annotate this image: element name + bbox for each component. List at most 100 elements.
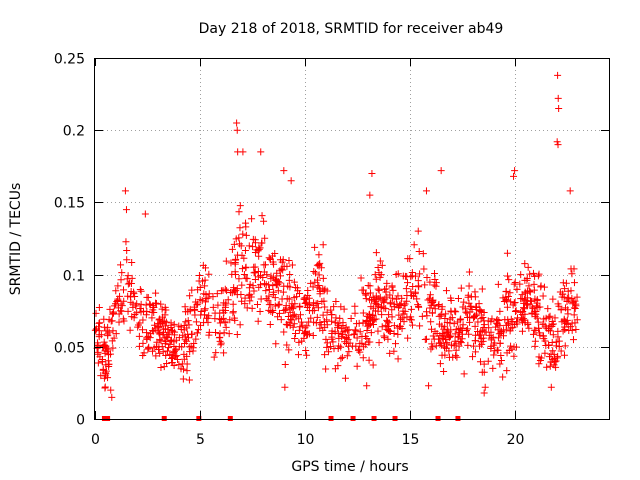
data-point xyxy=(229,309,237,317)
data-point xyxy=(281,361,289,369)
data-point xyxy=(313,313,321,321)
data-point xyxy=(334,330,342,338)
data-point xyxy=(265,285,273,293)
data-point xyxy=(416,270,424,278)
data-point xyxy=(496,339,504,347)
data-point xyxy=(503,303,511,311)
data-point-outlier xyxy=(121,187,129,195)
data-point xyxy=(465,330,473,338)
data-point xyxy=(313,276,321,284)
data-point xyxy=(100,338,108,346)
data-point xyxy=(352,327,360,335)
data-point xyxy=(570,279,578,287)
data-point xyxy=(539,292,547,300)
data-point xyxy=(353,334,361,342)
data-point xyxy=(209,303,217,311)
data-point xyxy=(153,338,161,346)
data-point xyxy=(135,332,143,340)
data-point xyxy=(571,319,579,327)
data-point xyxy=(454,333,462,341)
data-point xyxy=(358,286,366,294)
data-point xyxy=(378,323,386,331)
data-point xyxy=(341,374,349,382)
data-point-outlier xyxy=(185,376,193,384)
data-point xyxy=(110,302,118,310)
data-point xyxy=(277,316,285,324)
data-point xyxy=(376,273,384,281)
data-point xyxy=(304,301,312,309)
data-point xyxy=(389,286,397,294)
data-point xyxy=(344,335,352,343)
data-point xyxy=(159,313,167,321)
data-point xyxy=(351,309,359,317)
data-point xyxy=(256,308,264,316)
data-point xyxy=(478,368,486,376)
data-point xyxy=(521,260,529,268)
data-point-outlier xyxy=(233,119,241,127)
data-point xyxy=(162,338,170,346)
data-point xyxy=(146,300,154,308)
data-point xyxy=(452,340,460,348)
data-point xyxy=(251,236,259,244)
data-point xyxy=(541,349,549,357)
zero-marker xyxy=(371,416,377,421)
x-tick-label: 0 xyxy=(91,432,100,448)
data-point xyxy=(388,306,396,314)
data-point xyxy=(366,289,374,297)
data-point xyxy=(388,313,396,321)
data-point xyxy=(337,355,345,363)
data-point xyxy=(146,334,154,342)
data-point xyxy=(478,326,486,334)
data-point xyxy=(562,304,570,312)
zero-marker xyxy=(328,416,334,421)
data-point xyxy=(426,295,434,303)
data-point xyxy=(549,356,557,364)
data-point xyxy=(464,314,472,322)
data-point xyxy=(296,311,304,319)
data-point xyxy=(315,271,323,279)
data-point xyxy=(386,291,394,299)
data-point xyxy=(429,332,437,340)
data-point xyxy=(510,352,518,360)
data-point xyxy=(251,263,259,271)
data-point xyxy=(133,309,141,317)
zero-marker xyxy=(455,416,461,421)
data-point xyxy=(222,299,230,307)
data-point xyxy=(532,302,540,310)
data-point xyxy=(192,298,200,306)
data-point xyxy=(350,331,358,339)
data-point xyxy=(118,269,126,277)
data-point xyxy=(164,344,172,352)
data-point xyxy=(274,287,282,295)
data-point xyxy=(373,301,381,309)
data-point xyxy=(561,342,569,350)
data-point xyxy=(388,283,396,291)
data-point xyxy=(447,341,455,349)
data-point xyxy=(139,339,147,347)
data-point xyxy=(237,242,245,250)
data-point xyxy=(334,362,342,370)
data-point xyxy=(143,293,151,301)
data-point xyxy=(411,288,419,296)
data-point xyxy=(438,322,446,330)
data-point xyxy=(456,324,464,332)
data-point xyxy=(245,284,253,292)
data-point xyxy=(276,272,284,280)
data-point xyxy=(255,252,263,260)
plot-frame xyxy=(94,58,610,420)
data-point xyxy=(124,307,132,315)
data-point xyxy=(511,299,519,307)
data-point xyxy=(283,341,291,349)
data-point xyxy=(266,320,274,328)
data-point xyxy=(156,349,164,357)
data-point xyxy=(354,346,362,354)
data-point xyxy=(561,317,569,325)
data-point xyxy=(107,350,115,358)
data-point xyxy=(165,329,173,337)
data-point xyxy=(163,360,171,368)
data-point xyxy=(130,314,138,322)
data-point-outlier xyxy=(553,138,561,146)
data-point xyxy=(192,335,200,343)
data-point xyxy=(368,316,376,324)
data-point xyxy=(416,322,424,330)
